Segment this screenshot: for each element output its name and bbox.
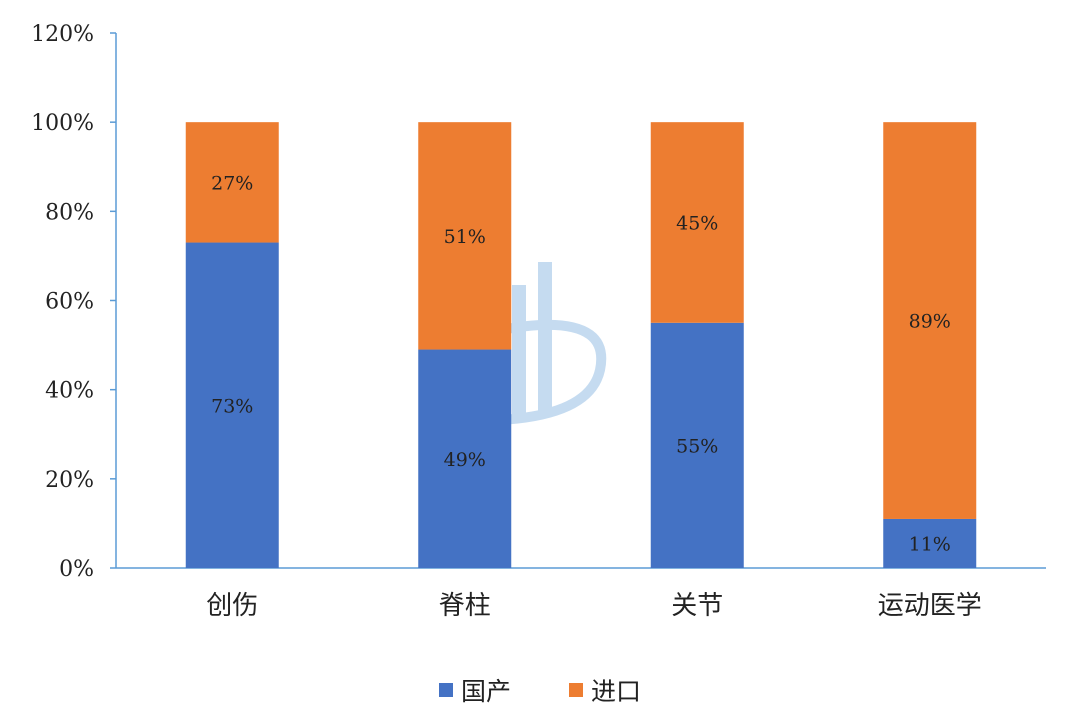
x-category-label: 运动医学 (878, 591, 982, 621)
bar-import-3 (883, 122, 977, 519)
data-label: 27% (211, 172, 253, 194)
y-tick-label: 40% (45, 379, 94, 404)
y-tick-label: 120% (31, 22, 94, 47)
data-label: 73% (211, 395, 253, 417)
data-label: 45% (676, 212, 718, 234)
bar-import-2 (650, 122, 744, 323)
legend: 国产 进口 (0, 672, 1080, 708)
y-tick-label: 0% (59, 557, 94, 582)
legend-label-import: 进口 (591, 677, 642, 706)
bar-domestic-2 (650, 322, 744, 568)
bar-import-1 (418, 122, 512, 350)
y-tick-label: 60% (45, 290, 94, 315)
data-label: 49% (444, 449, 486, 471)
data-label: 55% (676, 435, 718, 457)
y-tick-label: 20% (45, 468, 94, 493)
x-category-label: 脊柱 (439, 591, 491, 621)
x-category-label: 创伤 (206, 591, 258, 621)
bar-import-0 (185, 122, 279, 243)
stacked-bar-chart: 0% 20% 40% 60% 80% 100% 120% 73% 27% 创伤 49% 51% 脊柱 5… (31, 22, 1046, 621)
y-tick-label: 80% (45, 200, 94, 225)
data-label: 51% (444, 226, 486, 248)
data-label: 11% (909, 533, 951, 555)
x-category-label: 关节 (671, 591, 723, 621)
legend-swatch-domestic (438, 683, 453, 697)
bar-domestic-0 (185, 242, 279, 568)
y-tick-label: 100% (31, 111, 94, 136)
legend-label-domestic: 国产 (460, 677, 511, 706)
legend-item-import: 进口 (569, 672, 641, 708)
bar-domestic-3 (883, 518, 977, 568)
legend-swatch-import (569, 683, 583, 697)
data-label: 89% (909, 311, 951, 333)
legend-item-domestic: 国产 (438, 672, 511, 708)
bar-domestic-1 (418, 349, 512, 568)
